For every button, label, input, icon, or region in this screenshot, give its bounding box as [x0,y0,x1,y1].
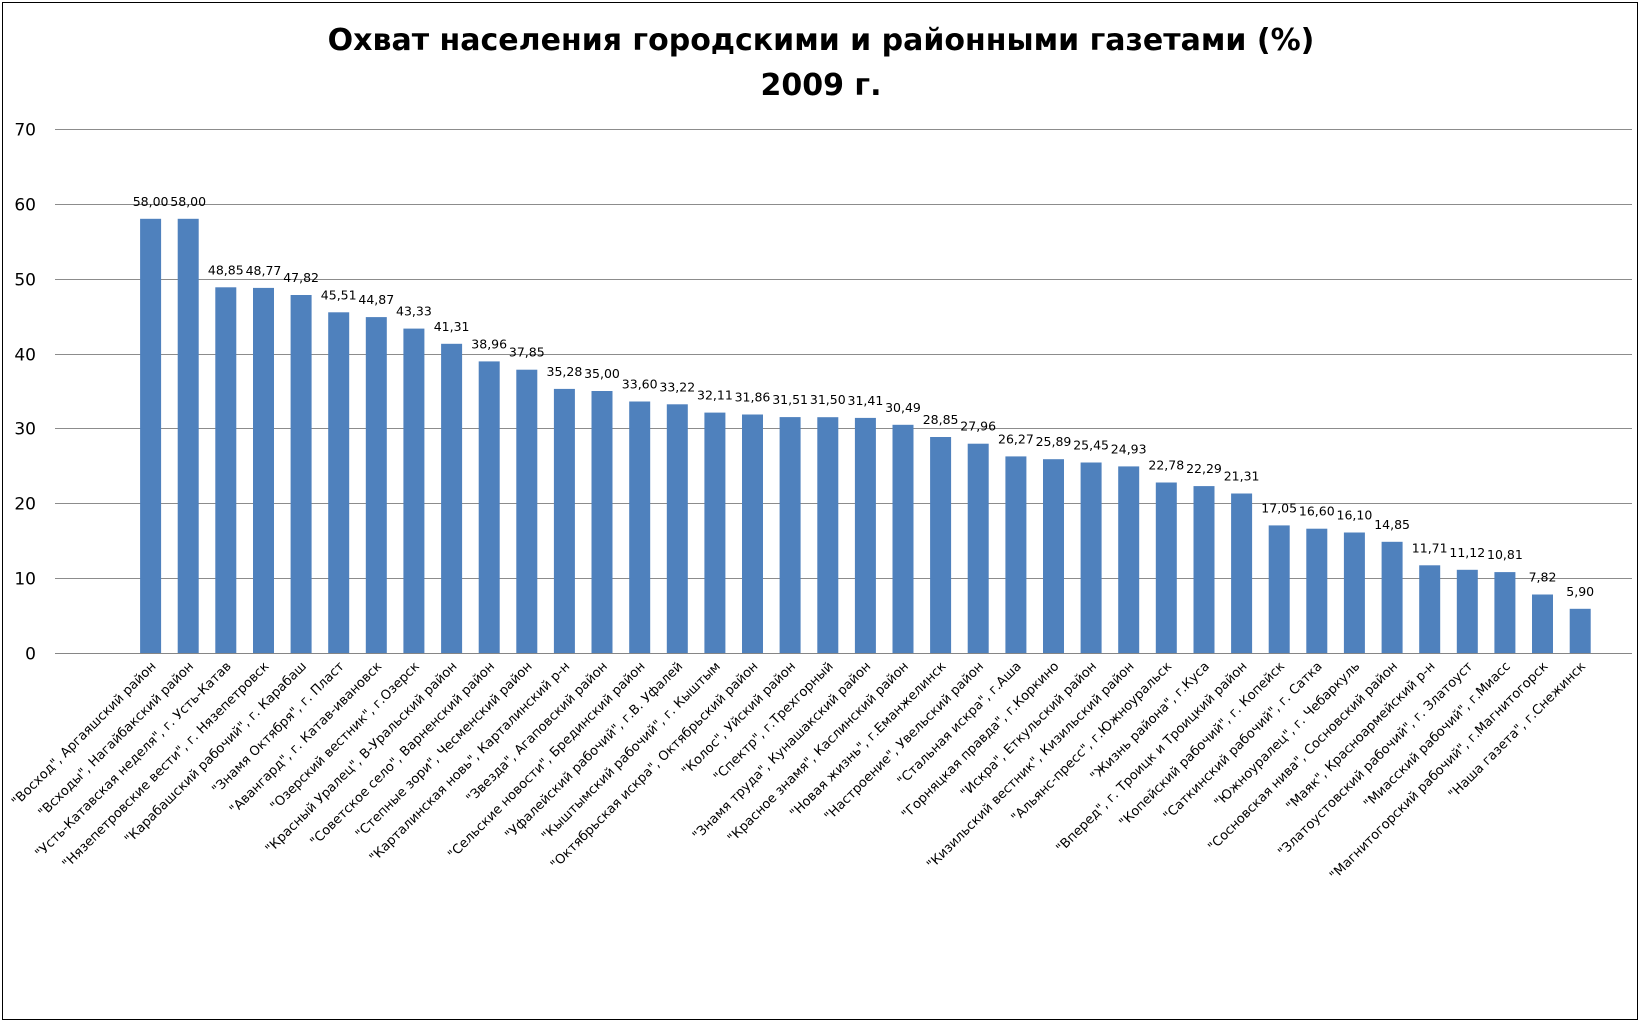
bar [1381,541,1403,653]
data-label: 31,86 [735,390,771,405]
data-label: 28,85 [923,412,959,427]
data-label: 17,05 [1261,500,1297,515]
bar [1456,569,1478,653]
bar [930,437,952,653]
bar [629,401,651,653]
bar [1569,608,1591,653]
bar [365,317,387,653]
data-label: 47,82 [283,270,319,285]
bar [1155,482,1177,653]
y-tick-label: 70 [14,121,36,141]
y-tick-label: 0 [25,645,36,665]
bar [140,218,162,654]
data-label: 32,11 [697,388,733,403]
x-category-label: "Наша газета", г.Снежинск [1446,659,1589,802]
bar [1494,572,1516,653]
gridlines [55,129,1632,654]
bar [779,417,801,653]
data-label: 21,31 [1224,469,1260,484]
bar [666,404,688,653]
data-label: 31,41 [848,393,884,408]
bar [892,424,914,653]
data-label: 48,77 [246,263,282,278]
data-label: 14,85 [1374,517,1410,532]
data-label: 35,00 [584,366,620,381]
bar [1532,594,1553,653]
data-label: 44,87 [358,292,394,307]
data-label: 38,96 [471,336,507,351]
x-axis-labels: "Восход", Аргаяшский район"Всходы", Нага… [9,659,1589,883]
y-tick-label: 10 [14,570,36,590]
bar [854,417,876,653]
bar [553,388,575,653]
bar [253,287,274,653]
data-label: 7,82 [1529,570,1557,585]
data-label: 43,33 [396,304,432,319]
data-label: 11,71 [1412,540,1448,555]
data-label: 22,29 [1186,461,1222,476]
data-label: 31,50 [810,392,846,407]
bar [215,287,237,653]
data-label: 22,78 [1148,458,1184,473]
data-label: 45,51 [321,287,357,302]
bar [967,443,989,653]
bar [742,414,763,653]
chart-subtitle-line: 2009 г. [760,68,882,103]
y-tick-label: 20 [14,495,36,515]
bar [1419,565,1441,653]
bar [1193,486,1215,653]
y-tick-label: 60 [14,196,36,216]
data-label: 58,00 [170,194,206,209]
chart-title: Охват населения городскими и районными г… [0,18,1642,108]
data-label: 30,49 [885,400,921,415]
data-label: 10,81 [1487,547,1523,562]
data-label: 25,45 [1073,438,1109,453]
data-label: 33,60 [622,377,658,392]
bar [478,361,500,653]
bar [1343,532,1365,653]
x-category-label: "Искра", Еткульский район [958,659,1100,801]
bar [403,328,425,653]
y-axis-ticks: 0 10 20 30 40 50 60 70 [14,121,36,665]
bar [441,343,463,653]
data-label: 11,12 [1449,545,1485,560]
y-tick-label: 30 [14,420,36,440]
data-label: 27,96 [960,419,996,434]
bar [177,218,199,654]
bar [704,412,726,653]
data-label: 33,22 [659,379,695,394]
data-label: 35,28 [547,364,583,379]
bar [290,295,312,653]
bar [1043,459,1064,653]
chart-title-line: Охват населения городскими и районными г… [327,23,1315,58]
bar [591,391,613,653]
data-label: 5,90 [1566,584,1594,599]
data-label: 24,93 [1111,441,1147,456]
bar [1306,528,1328,653]
data-label: 16,10 [1337,508,1373,523]
data-label: 41,31 [434,319,470,334]
bar [1231,493,1253,653]
y-tick-label: 50 [14,271,36,291]
data-label: 25,89 [1036,434,1072,449]
bar [1268,525,1290,653]
bar [328,312,350,653]
data-label: 58,00 [133,194,169,209]
bar [1118,466,1140,653]
data-label: 16,60 [1299,504,1335,519]
data-label: 37,85 [509,345,545,360]
bar [817,417,839,653]
bar [1080,462,1102,653]
data-label: 26,27 [998,431,1034,446]
y-tick-label: 40 [14,346,36,366]
bars [140,218,1591,654]
bar [516,369,538,653]
data-label: 48,85 [208,262,244,277]
data-label: 31,51 [772,392,808,407]
bar [1005,456,1027,653]
